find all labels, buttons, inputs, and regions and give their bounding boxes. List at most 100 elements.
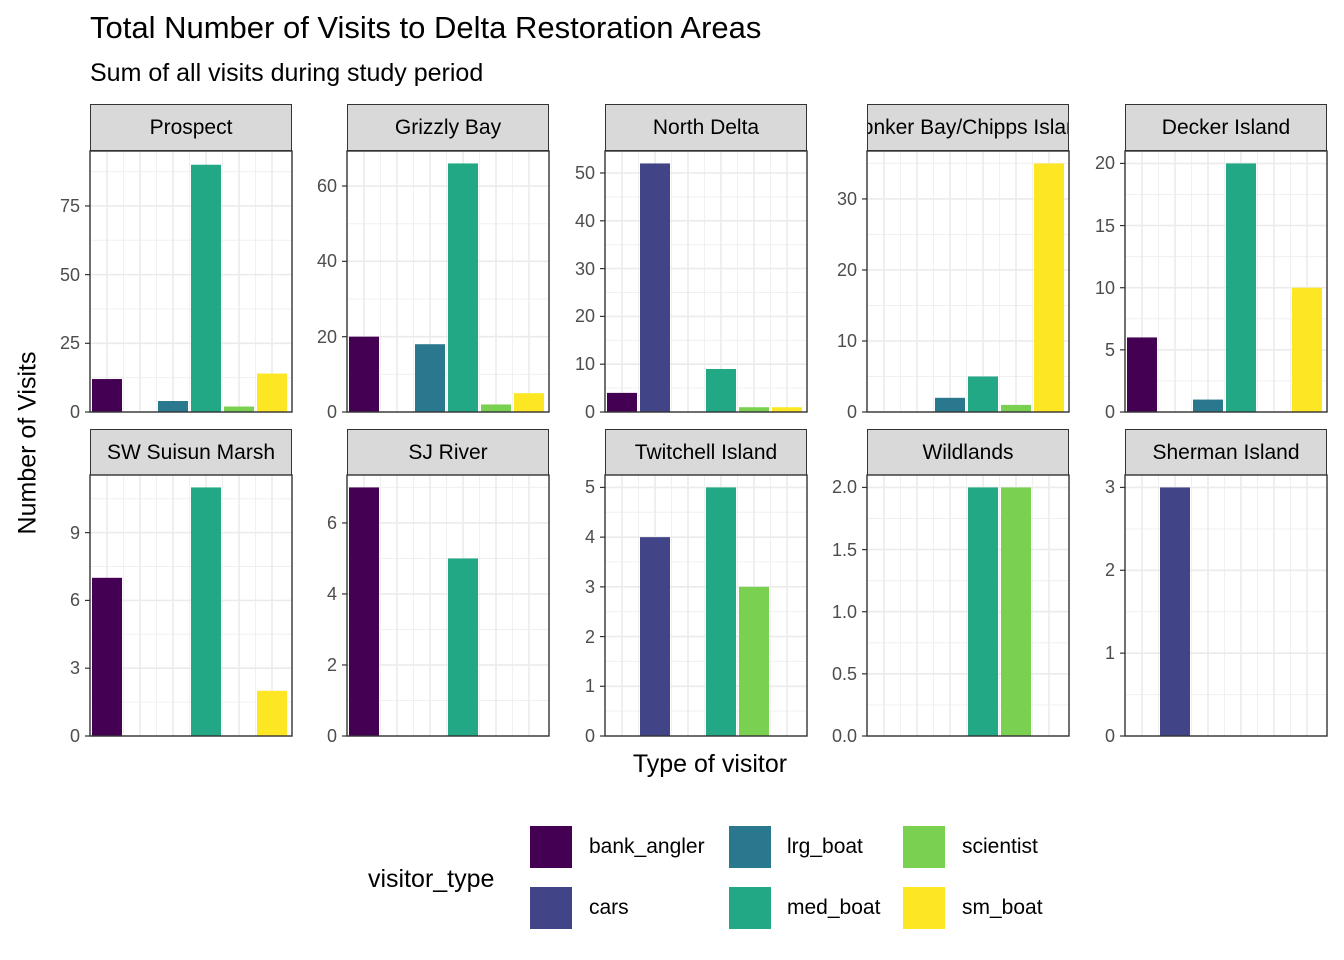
y-tick-label: 60: [316, 176, 337, 197]
y-tick-label: 75: [59, 195, 80, 216]
panel-border: [866, 474, 1070, 737]
legend-key-cars: [530, 887, 572, 929]
chart-title: Total Number of Visits to Delta Restorat…: [90, 10, 762, 45]
facet-title: SW Suisun Marsh: [106, 440, 276, 464]
facet-strip-twitchell-island: Twitchell Island: [605, 429, 807, 476]
bar-med_boat: [968, 487, 998, 736]
y-tick-label: 9: [69, 522, 80, 543]
y-tick-label: 50: [59, 264, 80, 285]
x-axis-label: Type of visitor: [632, 750, 788, 778]
bar-bank_angler: [92, 577, 122, 736]
facet-title: Twitchell Island: [634, 440, 778, 464]
facet-title: SJ River: [408, 440, 488, 464]
panel-border: [89, 474, 293, 737]
bar-cars: [640, 537, 670, 736]
panel-border: [89, 150, 293, 413]
bar-scientist: [224, 406, 254, 412]
y-tick-label: 0: [326, 726, 337, 746]
bar-med_boat: [191, 487, 221, 736]
legend-label-lrg_boat: lrg_boat: [787, 835, 863, 858]
y-tick-label: 30: [836, 188, 857, 209]
y-tick-label: 2.0: [831, 477, 857, 498]
facet-strip-sw-suisun-marsh: SW Suisun Marsh: [90, 429, 292, 476]
y-tick-label: 20: [574, 306, 595, 327]
y-tick-label: 15: [1094, 215, 1115, 236]
y-tick-label: 1: [1104, 643, 1115, 664]
y-tick-label: 25: [59, 333, 80, 354]
y-tick-label: 20: [316, 326, 337, 347]
panel-border: [1124, 474, 1328, 737]
bar-bank_angler: [1127, 337, 1157, 412]
legend-label-sm_boat: sm_boat: [962, 896, 1043, 919]
bar-lrg_boat: [415, 344, 445, 412]
bar-med_boat: [448, 558, 478, 736]
legend-key-scientist: [903, 826, 945, 868]
y-tick-label: 0.5: [831, 663, 857, 684]
facet-strip-prospect: Prospect: [90, 104, 292, 151]
y-tick-label: 0: [69, 402, 80, 422]
y-tick-label: 0: [326, 402, 337, 422]
y-tick-label: 1.0: [831, 601, 857, 622]
y-tick-label: 50: [574, 162, 595, 183]
panel-border: [866, 150, 1070, 413]
panel-border: [346, 474, 550, 737]
y-tick-label: 3: [584, 576, 595, 597]
legend-label-scientist: scientist: [962, 835, 1038, 858]
panel-border: [604, 150, 808, 413]
facet-panel-sj-river: [342, 474, 550, 737]
y-tick-label: 0: [69, 726, 80, 746]
y-tick-label: 3: [69, 658, 80, 679]
bar-sm_boat: [772, 407, 802, 412]
bar-med_boat: [968, 376, 998, 412]
bar-med_boat: [191, 164, 221, 412]
y-tick-label: 20: [1094, 153, 1115, 174]
facet-title: Wildlands: [922, 440, 1014, 464]
bar-scientist: [739, 407, 769, 412]
bar-cars: [640, 163, 670, 412]
facet-title: North Delta: [652, 115, 760, 139]
bar-med_boat: [706, 487, 736, 736]
y-tick-label: 40: [316, 251, 337, 272]
y-tick-label: 4: [584, 527, 595, 548]
y-tick-label: 10: [1094, 277, 1115, 298]
facet-strip-grizzly-bay: Grizzly Bay: [347, 104, 549, 151]
y-tick-label: 0: [584, 402, 595, 422]
y-tick-label: 0: [846, 402, 857, 422]
facet-panel-prospect: [85, 150, 293, 413]
legend-label-cars: cars: [589, 896, 629, 919]
y-tick-label: 3: [1104, 477, 1115, 498]
y-tick-label: 40: [574, 210, 595, 231]
y-tick-label: 10: [836, 330, 857, 351]
y-tick-label: 0.0: [831, 726, 857, 746]
bar-med_boat: [448, 163, 478, 412]
facet-panel-wildlands: [862, 474, 1070, 737]
legend-key-med_boat: [729, 887, 771, 929]
y-tick-label: 6: [69, 590, 80, 611]
facet-panel-honker-bay-chipps-island: [862, 150, 1070, 413]
facet-strip-decker-island: Decker Island: [1125, 104, 1327, 151]
panel-border: [346, 150, 550, 413]
facet-panel-sw-suisun-marsh: [85, 474, 293, 737]
y-tick-label: 5: [584, 477, 595, 498]
bar-sm_boat: [257, 373, 287, 412]
facet-strip-wildlands: Wildlands: [867, 429, 1069, 476]
legend-label-med_boat: med_boat: [787, 896, 881, 919]
facet-title: Sherman Island: [1152, 440, 1300, 464]
facet-panel-sherman-island: [1120, 474, 1328, 737]
y-tick-label: 2: [584, 626, 595, 647]
panel-background: [1125, 475, 1327, 736]
panel-border: [1124, 150, 1328, 413]
facet-strip-sj-river: SJ River: [347, 429, 549, 476]
bar-scientist: [1001, 487, 1031, 736]
bar-bank_angler: [349, 336, 379, 412]
y-tick-label: 20: [836, 259, 857, 280]
y-tick-label: 10: [574, 354, 595, 375]
y-tick-label: 1: [584, 676, 595, 697]
facet-title: Decker Island: [1161, 115, 1291, 139]
chart-subtitle: Sum of all visits during study period: [90, 59, 484, 87]
bar-scientist: [739, 586, 769, 736]
y-tick-label: 5: [1104, 339, 1115, 360]
y-tick-label: 0: [1104, 726, 1115, 746]
facet-strip-north-delta: North Delta: [605, 104, 807, 151]
bar-lrg_boat: [158, 401, 188, 412]
